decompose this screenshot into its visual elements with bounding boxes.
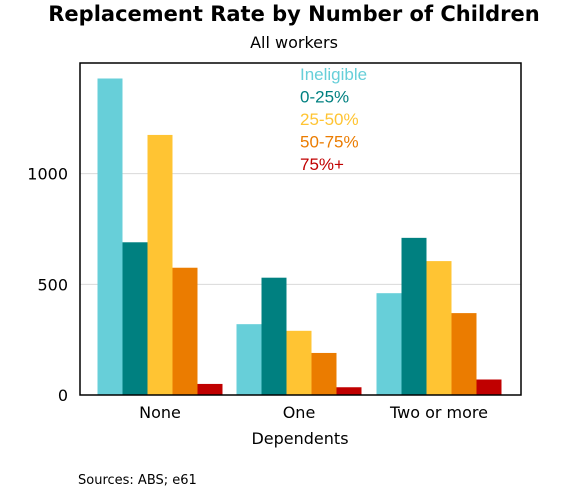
- bar: [401, 237, 427, 395]
- bar: [122, 242, 148, 395]
- legend: Ineligible 0-25% 25-50% 50-75% 75%+: [300, 65, 367, 174]
- bars: [97, 78, 502, 395]
- x-axis-label: Dependents: [251, 429, 348, 448]
- y-tick-label: 0: [58, 386, 68, 405]
- bar: [376, 293, 402, 395]
- x-axis-ticks: None One Two or more: [139, 403, 488, 422]
- x-tick-label: Two or more: [389, 403, 488, 422]
- legend-entry: 75%+: [300, 155, 344, 174]
- bar: [97, 78, 123, 395]
- bar: [451, 313, 477, 395]
- chart-subtitle: All workers: [250, 33, 338, 52]
- x-tick-label: None: [139, 403, 181, 422]
- legend-entry: 0-25%: [300, 88, 349, 107]
- y-tick-label: 500: [37, 275, 68, 294]
- bar: [336, 387, 362, 395]
- chart-title: Replacement Rate by Number of Children: [48, 2, 540, 26]
- legend-entry: 50-75%: [300, 133, 359, 152]
- bar: [236, 324, 262, 395]
- bar: [197, 383, 223, 395]
- plot-frame: [79, 62, 522, 396]
- y-tick-label: 1000: [27, 165, 68, 184]
- bar: [311, 352, 337, 395]
- source-note: Sources: ABS; e61: [78, 473, 197, 488]
- bar: [286, 330, 312, 395]
- bar: [426, 261, 452, 395]
- bar: [476, 379, 502, 395]
- bar: [261, 277, 287, 395]
- legend-entry: 25-50%: [300, 110, 359, 129]
- bar: [172, 267, 198, 395]
- bar: [147, 134, 173, 395]
- y-axis-ticks: 0 500 1000: [27, 165, 68, 405]
- x-tick-label: One: [283, 403, 316, 422]
- legend-entry: Ineligible: [300, 65, 367, 84]
